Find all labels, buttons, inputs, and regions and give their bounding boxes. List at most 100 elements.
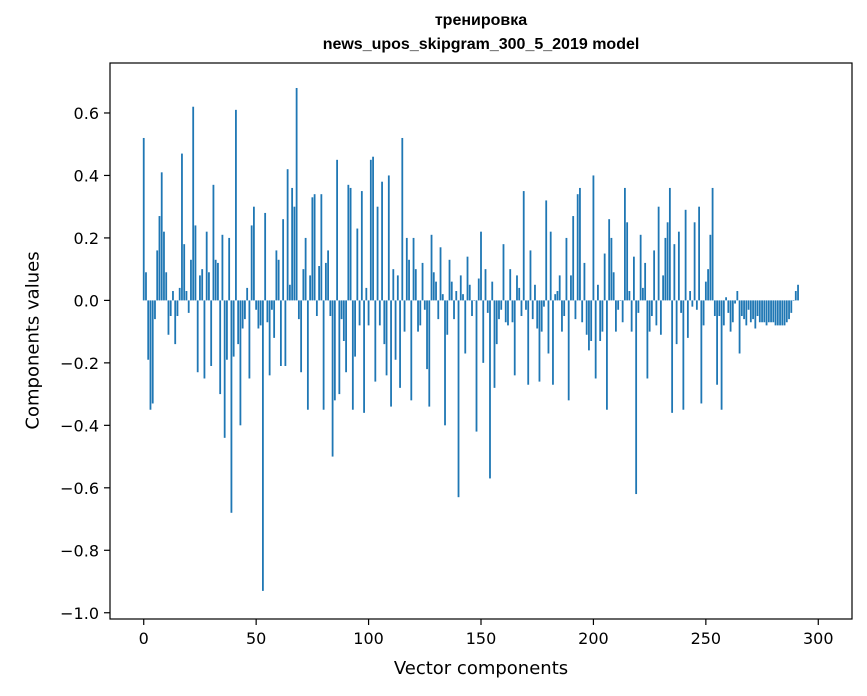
bar — [385, 300, 388, 376]
bar — [612, 272, 615, 301]
bar — [734, 300, 736, 304]
bar — [293, 206, 296, 301]
bar — [554, 294, 557, 301]
bar — [333, 300, 336, 401]
y-axis-label: Components values — [22, 251, 44, 430]
bar — [549, 231, 552, 301]
bar — [219, 300, 222, 395]
bar — [475, 300, 478, 432]
bar — [527, 300, 530, 385]
bar — [163, 231, 165, 301]
bar — [367, 300, 370, 326]
bar — [300, 300, 303, 373]
bar — [538, 300, 541, 382]
bar — [610, 237, 613, 301]
x-tick-label: 100 — [353, 629, 384, 648]
x-tick-label: 200 — [578, 629, 609, 648]
bar — [531, 300, 534, 320]
bar — [196, 300, 199, 373]
bar — [547, 300, 550, 354]
bar — [630, 300, 633, 332]
bar — [738, 300, 741, 354]
bar — [576, 194, 579, 301]
bar — [797, 284, 799, 301]
bar — [450, 281, 453, 301]
bar — [666, 222, 669, 301]
bar — [167, 300, 170, 335]
bar — [758, 300, 761, 323]
bar — [671, 300, 674, 413]
bar — [369, 159, 372, 301]
bar — [435, 281, 437, 301]
bar — [241, 300, 244, 329]
bar — [727, 300, 730, 313]
bar — [145, 272, 147, 301]
bar — [356, 228, 359, 301]
bar — [217, 262, 219, 301]
bar — [686, 300, 689, 338]
bar — [426, 300, 428, 370]
bar — [473, 300, 476, 301]
bar — [709, 234, 712, 301]
bar — [329, 300, 332, 317]
bar — [641, 287, 644, 301]
bar — [444, 300, 446, 426]
x-tick-label: 150 — [466, 629, 497, 648]
bar — [752, 300, 754, 320]
bar — [767, 300, 770, 323]
bar — [158, 216, 161, 301]
bar — [360, 191, 363, 301]
bar — [302, 269, 305, 301]
bar — [437, 300, 440, 320]
bar — [190, 259, 192, 301]
y-tick-label: −0.2 — [60, 354, 99, 373]
bar — [745, 300, 748, 326]
y-tick-label: 0.2 — [74, 229, 99, 248]
plot-frame — [109, 62, 853, 620]
bar — [311, 197, 314, 301]
x-tick-label: 250 — [691, 629, 722, 648]
bar — [381, 181, 383, 301]
bar — [232, 300, 235, 357]
bar — [147, 300, 150, 360]
bar — [556, 291, 559, 301]
bar — [534, 284, 536, 301]
bar — [648, 300, 651, 332]
bar — [552, 300, 554, 385]
bar — [187, 300, 190, 313]
bar — [358, 300, 361, 326]
bar — [754, 300, 757, 329]
bar — [237, 300, 240, 345]
bar — [792, 300, 795, 301]
bar — [677, 231, 680, 301]
y-tick-label: 0.6 — [74, 104, 99, 123]
bar — [788, 300, 790, 320]
bar — [502, 244, 505, 301]
bar — [268, 300, 271, 376]
bar — [543, 300, 545, 307]
bar — [392, 269, 395, 301]
bar — [722, 300, 725, 326]
bar — [493, 300, 496, 388]
bar — [185, 291, 188, 301]
bar — [462, 294, 464, 301]
bar — [628, 291, 631, 301]
bar — [570, 275, 572, 301]
bar — [477, 278, 480, 301]
bar — [423, 300, 426, 310]
bar — [747, 300, 750, 310]
bar — [680, 300, 683, 313]
bar — [151, 300, 154, 404]
bar — [684, 209, 687, 301]
x-tick-label: 300 — [803, 629, 834, 648]
bar — [574, 300, 577, 320]
bar — [174, 300, 177, 345]
bar — [763, 300, 766, 323]
bar — [675, 300, 678, 345]
bar — [165, 272, 168, 301]
bar — [365, 287, 368, 301]
bar — [154, 300, 156, 320]
bar — [644, 262, 647, 301]
bar — [657, 206, 660, 301]
